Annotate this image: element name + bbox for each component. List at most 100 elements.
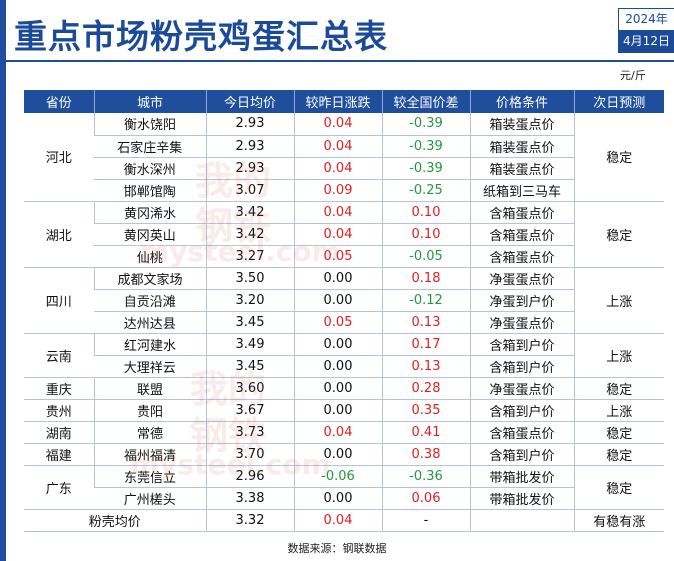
forecast-cell: 上涨 [573,267,664,334]
condition-cell: 含箱蛋点价 [469,223,574,246]
city-cell: 红河建水 [93,333,206,356]
city-cell: 常德 [93,421,206,444]
condition-cell: 净蛋蛋点价 [469,311,574,334]
province-cell: 重庆 [24,377,94,400]
date-year: 2024年 [619,9,674,30]
change-cell: 0.00 [293,355,382,378]
city-cell: 衡水饶阳 [93,113,206,136]
date-day: 4月12日 [619,30,674,52]
price-cell: 3.60 [205,377,294,400]
summary-price: 3.32 [205,509,294,532]
egg-price-table: 省份 城市 今日均价 较昨日涨跌 较全国价差 价格条件 次日预测 河北 衡水饶阳 2… [24,90,664,532]
table-row: 大理祥云 3.45 0.00 0.13 含箱到户价 [24,355,664,378]
city-cell: 福州福清 [93,443,206,466]
change-cell: 0.00 [293,487,382,510]
diff-cell: 0.10 [381,223,470,246]
forecast-cell: 稳定 [573,465,664,510]
condition-cell: 箱装蛋点价 [469,113,574,136]
change-cell: 0.04 [293,113,382,136]
price-cell: 3.49 [205,333,294,356]
change-cell: 0.04 [293,157,382,180]
condition-cell: 纸箱到三马车 [469,179,574,202]
table-row: 福建 福州福清 3.70 0.00 0.38 含箱到户价 稳定 [24,443,664,466]
col-header: 城市 [93,90,206,113]
city-cell: 自贡沿滩 [94,289,206,312]
condition-cell: 含箱到户价 [469,399,574,422]
condition-cell: 箱装蛋点价 [469,157,574,180]
price-cell: 3.20 [205,289,294,312]
table-row: 黄冈英山 3.42 0.04 0.10 含箱蛋点价 [24,223,664,246]
province-cell: 福建 [24,443,94,466]
change-cell: -0.06 [293,465,382,488]
city-cell: 广州槎头 [94,487,206,510]
col-header: 次日预测 [573,90,664,113]
summary-forecast: 有稳有涨 [573,509,664,532]
diff-cell: 0.35 [381,399,470,422]
table-row: 云南 红河建水 3.49 0.00 0.17 含箱到户价 上涨 [24,333,664,378]
table-row: 达州达县 3.45 0.05 0.13 净蛋蛋点价 [24,311,664,334]
diff-cell: 0.17 [381,333,470,356]
price-cell: 3.45 [205,355,294,378]
diff-cell: -0.12 [381,289,470,312]
condition-cell: 带箱批发价 [469,465,574,488]
city-cell: 大理祥云 [94,355,206,378]
condition-cell: 箱装蛋点价 [469,135,574,158]
diff-cell: -0.39 [381,113,470,136]
change-cell: 0.05 [293,245,382,268]
change-cell: 0.00 [293,443,382,466]
col-header: 较昨日涨跌 [293,90,382,113]
table-row: 石家庄辛集 2.93 0.04 -0.39 箱装蛋点价 [24,135,664,158]
condition-cell: 带箱批发价 [469,487,574,510]
condition-cell: 含箱到户价 [469,355,574,378]
price-cell: 3.73 [205,421,294,444]
price-cell: 2.93 [205,113,294,136]
diff-cell: 0.38 [381,443,470,466]
table-row: 自贡沿滩 3.20 0.00 -0.12 净蛋到户价 [24,289,664,312]
change-cell: 0.00 [293,267,382,290]
table-row: 重庆 联盟 3.60 0.00 0.28 净蛋蛋点价 稳定 [24,377,664,400]
col-header: 今日均价 [205,90,294,113]
table-row: 湖南 常德 3.73 0.04 0.41 含箱蛋点价 稳定 [24,421,664,444]
province-cell: 四川 [24,267,94,334]
city-cell: 联盟 [93,377,206,400]
province-cell: 广东 [24,465,94,510]
table-row: 广州槎头 3.38 0.00 0.06 带箱批发价 [24,487,664,510]
table-row: 广东 东莞信立 2.96 -0.06 -0.36 带箱批发价 稳定 [24,465,664,510]
date-badge: 2024年 4月12日 [618,8,674,53]
change-cell: 0.00 [293,289,382,312]
table-row: 四川 成都文家场 3.50 0.00 0.18 净蛋蛋点价 上涨 [24,267,664,334]
diff-cell: -0.25 [381,179,470,202]
diff-cell: 0.06 [381,487,470,510]
data-source-footer: 数据来源：钢联数据 [287,542,387,555]
forecast-cell: 稳定 [573,377,664,400]
condition-cell: 含箱蛋点价 [469,245,574,268]
forecast-cell: 上涨 [573,399,664,422]
price-cell: 3.70 [205,443,294,466]
unit-label: 元/斤 [620,69,646,82]
change-cell: 0.04 [293,223,382,246]
diff-cell: 0.13 [381,311,470,334]
change-cell: 0.00 [293,333,382,356]
price-cell: 3.45 [205,311,294,334]
diff-cell: 0.28 [381,377,470,400]
price-cell: 2.96 [205,465,294,488]
forecast-cell: 稳定 [573,113,664,202]
price-cell: 3.67 [205,399,294,422]
diff-cell: -0.05 [381,245,470,268]
city-cell: 贵阳 [93,399,206,422]
change-cell: 0.09 [293,179,382,202]
condition-cell: 含箱到户价 [469,333,574,356]
price-cell: 3.38 [205,487,294,510]
city-cell: 成都文家场 [93,267,206,290]
condition-cell: 含箱到户价 [469,443,574,466]
header: 重点市场粉壳鸡蛋汇总表 2024年 4月12日 [6,0,674,62]
col-header: 价格条件 [469,90,574,113]
summary-row: 粉壳均价 3.32 0.04- 有稳有涨 [24,509,664,532]
province-cell: 湖北 [24,201,94,268]
province-cell: 贵州 [24,399,94,422]
condition-cell: 含箱蛋点价 [469,201,574,224]
province-cell: 湖南 [24,421,94,444]
price-cell: 3.42 [205,201,294,224]
page-title: 重点市场粉壳鸡蛋汇总表 [14,17,388,56]
summary-condition [469,509,574,532]
